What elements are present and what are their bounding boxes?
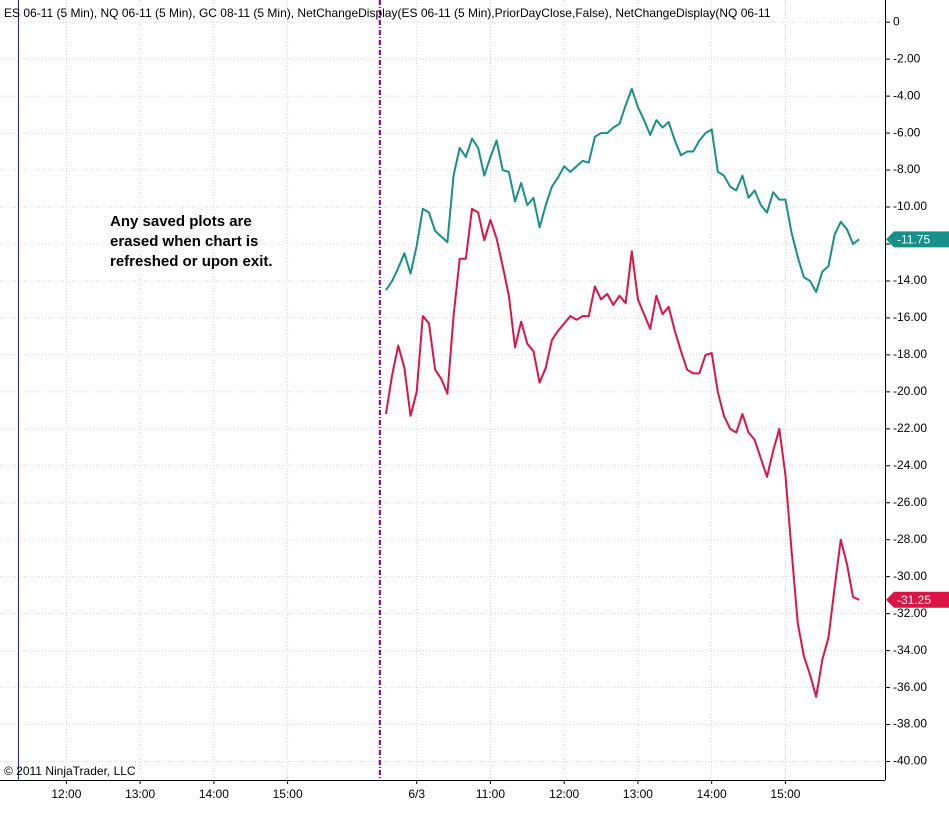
x-tick-label: 12:00 xyxy=(51,787,81,801)
y-tick-label: -8.00 xyxy=(893,162,921,176)
y-tick-label: -34.00 xyxy=(893,643,927,657)
annotation: erased when chart is xyxy=(110,233,258,250)
x-tick-label: 15:00 xyxy=(770,787,800,801)
series-line xyxy=(384,207,860,698)
x-tick-label: 14:00 xyxy=(697,787,727,801)
y-tick-label: 0 xyxy=(893,14,900,28)
x-tick-label: 12:00 xyxy=(549,787,579,801)
y-tick-label: -22.00 xyxy=(893,421,927,435)
y-tick-label: -38.00 xyxy=(893,717,927,731)
chart-title: ES 06-11 (5 Min), NQ 06-11 (5 Min), GC 0… xyxy=(4,6,771,20)
y-tick-label: -36.00 xyxy=(893,680,927,694)
y-tick-label: -2.00 xyxy=(893,51,921,65)
annotation: refreshed or upon exit. xyxy=(110,253,273,270)
x-tick-label: 14:00 xyxy=(199,787,229,801)
last-value-badge xyxy=(886,591,949,608)
series-line xyxy=(385,87,860,294)
y-tick-label: -26.00 xyxy=(893,495,927,509)
y-tick-label: -14.00 xyxy=(893,273,927,287)
y-tick-label: -6.00 xyxy=(893,125,921,139)
y-tick-label: -16.00 xyxy=(893,310,927,324)
last-value-label: -31.25 xyxy=(897,593,931,607)
y-tick-label: -30.00 xyxy=(893,569,927,583)
y-tick-label: -10.00 xyxy=(893,199,927,213)
last-value-badge xyxy=(886,231,949,248)
last-value-label: -11.75 xyxy=(897,233,930,247)
y-tick-label: -40.00 xyxy=(893,754,927,768)
marks-layer xyxy=(17,0,860,780)
y-tick-label: -28.00 xyxy=(893,532,927,546)
copyright: © 2011 NinjaTrader, LLC xyxy=(4,764,136,778)
x-tick-label: 11:00 xyxy=(476,787,505,801)
y-tick-label: -4.00 xyxy=(893,88,921,102)
y-tick-label: -18.00 xyxy=(893,347,927,361)
y-tick-label: -32.00 xyxy=(893,606,927,620)
y-tick-label: -20.00 xyxy=(893,384,927,398)
x-tick-label: 13:00 xyxy=(623,787,653,801)
annotation: Any saved plots are xyxy=(110,213,252,230)
x-tick-label: 13:00 xyxy=(125,787,155,801)
x-tick-label: 6/3 xyxy=(408,787,425,801)
y-tick-label: -24.00 xyxy=(893,458,927,472)
x-tick-label: 15:00 xyxy=(273,787,303,801)
